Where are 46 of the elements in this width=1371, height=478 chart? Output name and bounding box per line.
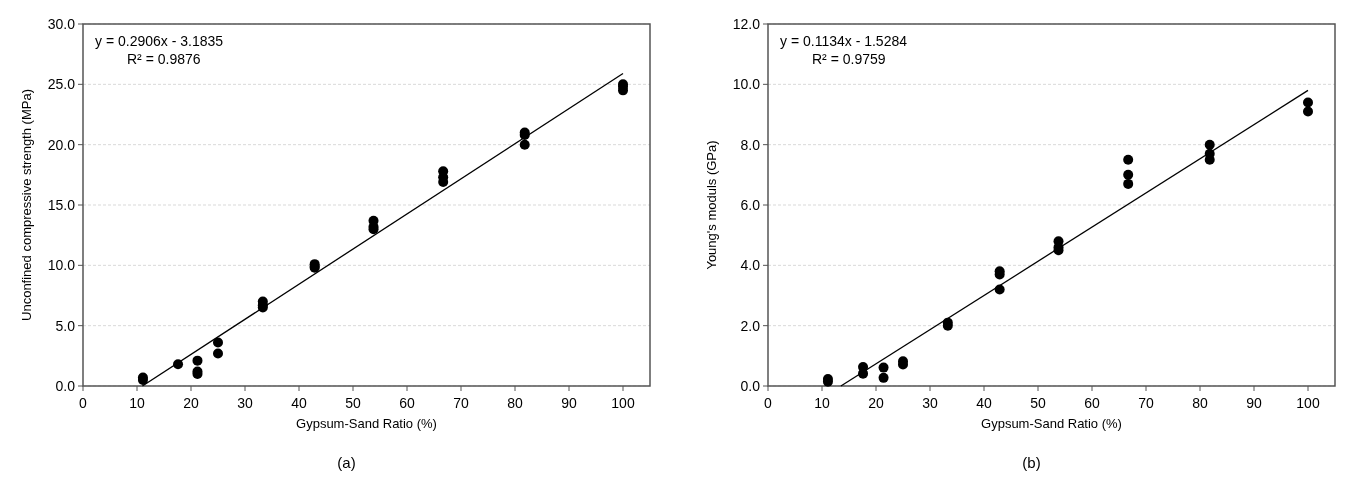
y-tick-label: 12.0 xyxy=(732,16,761,32)
text: (a) xyxy=(337,454,356,471)
y-tick-label: 30.0 xyxy=(47,16,76,32)
y-tick-label: 6.0 xyxy=(740,197,761,213)
x-tick-label: 50 xyxy=(1030,395,1046,411)
x-tick-label: 70 xyxy=(1138,395,1154,411)
annotation: R² = 0.9876 xyxy=(127,51,201,67)
y-tick-label: 15.0 xyxy=(47,197,76,213)
x-tick-label: 80 xyxy=(1192,395,1208,411)
x-tick-label: 60 xyxy=(399,395,415,411)
y-tick-label: 8.0 xyxy=(740,136,761,153)
y-tick-label: 0.0 xyxy=(55,378,76,394)
x-tick-label: 70 xyxy=(453,395,469,411)
x-tick-label: 90 xyxy=(561,395,577,411)
annotation: y = 0.2906x - 3.1835 xyxy=(95,33,224,49)
x-tick-label: 90 xyxy=(1246,395,1262,411)
x-tick-label: 100 xyxy=(611,395,635,411)
y-tick-label: 4.0 xyxy=(740,257,761,274)
x-tick-label: 30 xyxy=(922,395,938,411)
text: (b) xyxy=(1022,454,1041,471)
y-tick-label: 0.0 xyxy=(740,378,761,394)
x-axis-title: Gypsum-Sand Ratio (%) xyxy=(981,416,1122,431)
x-tick-label: 20 xyxy=(868,395,884,411)
y-tick-label: 20.0 xyxy=(47,136,76,153)
y-tick-label: 10.0 xyxy=(47,257,76,274)
x-tick-label: 40 xyxy=(291,395,307,411)
x-tick-label: 80 xyxy=(507,395,523,411)
y-tick-label: 2.0 xyxy=(740,317,761,334)
annotation: R² = 0.9759 xyxy=(812,51,886,67)
x-tick-label: 60 xyxy=(1084,395,1100,411)
x-tick-label: 20 xyxy=(183,395,199,411)
x-tick-label: 0 xyxy=(764,395,773,411)
x-tick-label: 100 xyxy=(1296,395,1320,411)
y-tick-label: 10.0 xyxy=(732,76,761,93)
x-axis-title: Gypsum-Sand Ratio (%) xyxy=(296,416,437,431)
y-axis-title: Unconfined compressive strength (MPa) xyxy=(19,89,34,321)
y-axis-title: Young's moduls (GPa) xyxy=(704,140,719,270)
x-tick-label: 40 xyxy=(976,395,992,411)
y-tick-label: 25.0 xyxy=(47,76,76,93)
x-tick-label: 0 xyxy=(79,395,88,411)
x-tick-label: 10 xyxy=(814,395,830,411)
x-tick-label: 10 xyxy=(129,395,145,411)
x-tick-label: 30 xyxy=(237,395,253,411)
y-tick-label: 5.0 xyxy=(55,317,76,334)
annotation: y = 0.1134x - 1.5284 xyxy=(780,33,908,49)
x-tick-label: 50 xyxy=(345,395,361,411)
